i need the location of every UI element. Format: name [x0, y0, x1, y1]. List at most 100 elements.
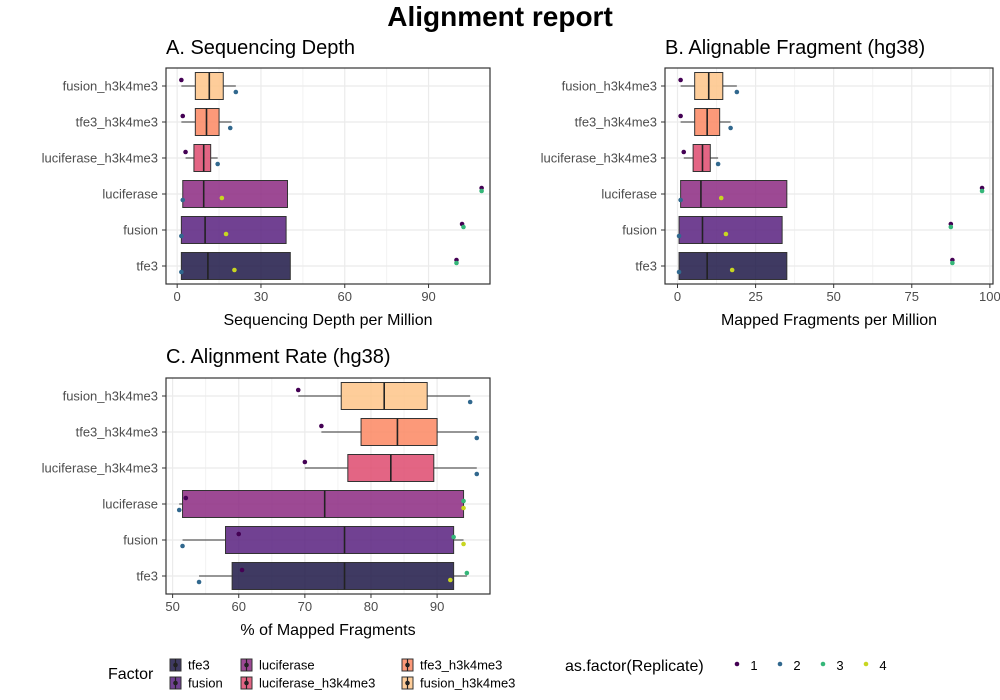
box-tfe3 [679, 253, 787, 280]
x-tick-label: 50 [826, 289, 840, 304]
legend-label-luciferase_h3k4me3: luciferase_h3k4me3 [259, 676, 375, 691]
box-luciferase [681, 181, 787, 208]
y-tick-label: fusion [123, 223, 158, 238]
box-luciferase [183, 181, 288, 208]
x-tick-label: 0 [174, 289, 181, 304]
legend-rep-label-1: 1 [750, 658, 757, 673]
point-rep-4 [724, 232, 729, 237]
point-rep-1 [296, 388, 301, 393]
panel-border [665, 68, 993, 284]
point-rep-1 [184, 496, 189, 501]
legend-rep-dot-1 [735, 662, 740, 667]
box-luciferase [183, 491, 464, 518]
point-rep-1 [183, 150, 188, 155]
y-tick-label: luciferase_h3k4me3 [541, 151, 657, 166]
y-tick-label: luciferase_h3k4me3 [42, 461, 158, 476]
y-tick-label: fusion [123, 533, 158, 548]
x-tick-label: 60 [232, 599, 246, 614]
point-rep-4 [461, 506, 466, 511]
point-rep-2 [677, 270, 682, 275]
y-tick-label: fusion_h3k4me3 [562, 79, 657, 94]
panel-c-title: C. Alignment Rate (hg38) [166, 346, 391, 368]
legend-rep-dot-3 [821, 662, 826, 667]
point-rep-3 [980, 189, 985, 194]
point-rep-1 [319, 424, 324, 429]
legend-rep-dot-4 [864, 662, 869, 667]
point-rep-4 [224, 232, 229, 237]
y-tick-label: tfe3 [635, 259, 657, 274]
panel-a-title: A. Sequencing Depth [166, 37, 355, 59]
legend-rep-label-4: 4 [879, 658, 886, 673]
x-tick-label: 0 [674, 289, 681, 304]
point-rep-2 [716, 162, 721, 167]
point-rep-2 [197, 580, 202, 585]
legend-label-fusion: fusion [188, 676, 223, 691]
legend-swatch-dot [405, 681, 410, 686]
point-rep-3 [465, 571, 470, 576]
legend-swatch-dot [173, 681, 178, 686]
box-fusion [226, 527, 454, 554]
point-rep-2 [474, 472, 479, 477]
point-rep-2 [228, 126, 233, 131]
point-rep-3 [479, 189, 484, 194]
box-fusion [181, 217, 286, 244]
panel-border [166, 378, 490, 594]
panel-b-plot: 0 25 50 75 100 fusion_h3k4me3 tfe3_h3k4me3luci… [541, 68, 1000, 304]
legend-label-luciferase: luciferase [259, 658, 315, 673]
point-rep-3 [461, 499, 466, 504]
box-fusion [679, 217, 782, 244]
x-tick-label: 50 [165, 599, 179, 614]
legend-swatch-dot [244, 663, 249, 668]
y-tick-label: fusion [622, 223, 657, 238]
point-rep-2 [678, 198, 683, 203]
panel-a: A. Sequencing Depth 0 30 60 90 fusion_h3k4me… [42, 37, 490, 329]
x-tick-label: 25 [748, 289, 762, 304]
point-rep-2 [179, 234, 184, 239]
legend-label-tfe3_h3k4me3: tfe3_h3k4me3 [420, 658, 502, 673]
legend-swatch-dot [244, 681, 249, 686]
box-luciferase_h3k4me3 [194, 145, 211, 172]
legend-key-tfe3_h3k4me3: tfe3_h3k4me3 [402, 658, 502, 673]
legend-factor-items: tfe3 fusion luciferase luciferase_h3k4me3 tf… [170, 658, 515, 691]
point-rep-1 [678, 114, 683, 119]
point-rep-2 [215, 162, 220, 167]
y-tick-label: luciferase [102, 497, 158, 512]
point-rep-2 [179, 270, 184, 275]
panel-b: B. Alignable Fragment (hg38) 0 25 50 75 100 f… [541, 37, 1000, 329]
y-tick-label: fusion_h3k4me3 [63, 79, 158, 94]
point-rep-1 [180, 114, 185, 119]
legend-key-tfe3: tfe3 [170, 658, 210, 673]
legend-key-luciferase: luciferase [241, 658, 315, 673]
y-tick-label: tfe3_h3k4me3 [76, 425, 158, 440]
panel-c: C. Alignment Rate (hg38) 50 60 70 80 90 fusio… [42, 346, 490, 639]
x-tick-label: 30 [254, 289, 268, 304]
point-rep-4 [461, 542, 466, 547]
point-rep-1 [240, 568, 245, 573]
panel-border [166, 68, 490, 284]
panel-c-xlabel: % of Mapped Fragments [240, 622, 415, 639]
box-tfe3 [181, 253, 290, 280]
y-tick-label: tfe3 [136, 569, 158, 584]
y-tick-label: tfe3 [136, 259, 158, 274]
figure-title: Alignment report [387, 1, 613, 32]
legend-rep-label-3: 3 [836, 658, 843, 673]
point-rep-3 [461, 225, 466, 230]
legend-rep-dot-2 [778, 662, 783, 667]
legend-key-fusion: fusion [170, 676, 223, 691]
panel-c-plot: 50 60 70 80 90 fusion_h3k4me3 tfe3_h3k4me3luci… [42, 378, 490, 614]
panel-b-title: B. Alignable Fragment (hg38) [665, 37, 925, 59]
panel-a-xlabel: Sequencing Depth per Million [223, 312, 432, 329]
legend: Factor tfe3 fusion luciferase luciferase_h3… [108, 658, 887, 691]
legend-swatch-dot [405, 663, 410, 668]
point-rep-2 [728, 126, 733, 131]
point-rep-2 [677, 234, 682, 239]
point-rep-1 [303, 460, 308, 465]
legend-label-tfe3: tfe3 [188, 658, 210, 673]
x-tick-label: 60 [338, 289, 352, 304]
x-tick-label: 70 [298, 599, 312, 614]
box-tfe3_h3k4me3 [361, 419, 437, 446]
x-tick-label: 100 [979, 289, 1000, 304]
legend-rep-label-2: 2 [793, 658, 800, 673]
point-rep-4 [448, 578, 453, 583]
